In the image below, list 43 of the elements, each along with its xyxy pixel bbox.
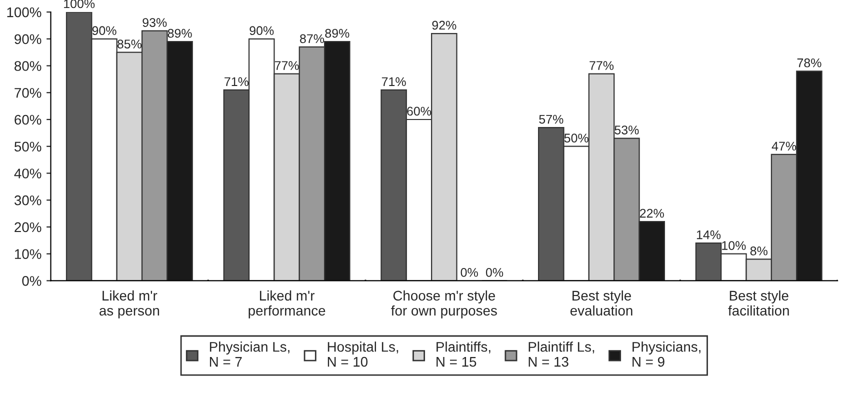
- y-tick-label: 30%: [14, 195, 42, 206]
- y-tick-label: 20%: [14, 222, 42, 232]
- data-label: 89%: [325, 28, 350, 38]
- data-label: 90%: [250, 26, 274, 36]
- y-tick-label: 10%: [14, 249, 42, 259]
- y-tick-label: 60%: [14, 114, 42, 125]
- data-label: 57%: [539, 114, 564, 124]
- data-label: 93%: [142, 18, 167, 27]
- y-tick-label: 0%: [22, 276, 42, 286]
- data-label: 60%: [407, 106, 432, 116]
- legend-label: Hospital Ls, N = 10: [328, 342, 398, 367]
- data-label: 89%: [168, 28, 192, 38]
- data-label: 87%: [300, 34, 324, 44]
- legend-label: Physician Ls, N = 7: [210, 342, 290, 367]
- data-label: 10%: [722, 241, 746, 250]
- data-label: 90%: [92, 26, 116, 36]
- y-tick-label: 100%: [7, 7, 42, 18]
- data-label: 14%: [696, 230, 721, 240]
- data-label: 22%: [640, 208, 664, 218]
- y-tick-label: 80%: [14, 61, 42, 71]
- y-tick-label: 70%: [14, 88, 42, 98]
- data-label: 92%: [432, 20, 456, 30]
- data-label: 8%: [750, 246, 768, 256]
- legend-label: Physicians, N = 9: [632, 342, 700, 367]
- x-tick-label: Best style evaluation: [570, 290, 632, 316]
- data-label: 85%: [117, 40, 142, 48]
- y-tick-label: 40%: [14, 168, 42, 178]
- data-label: 77%: [274, 61, 299, 70]
- legend-label: Plaintiffs, N = 15: [436, 342, 490, 367]
- x-tick-label: Liked m'r performance: [248, 290, 326, 318]
- legend-label: Plaintiff Ls, N = 13: [528, 342, 594, 367]
- data-label: 78%: [797, 58, 822, 68]
- y-tick-label: 90%: [14, 34, 42, 44]
- data-label: 71%: [382, 77, 406, 86]
- x-tick-label: Liked m'r as person: [100, 290, 160, 318]
- data-label: 71%: [224, 77, 249, 86]
- data-label: 77%: [590, 61, 614, 70]
- y-tick-label: 50%: [14, 142, 42, 152]
- data-label: 0%: [460, 268, 478, 277]
- x-tick-label: Best style facilitation: [728, 290, 789, 316]
- x-tick-label: Choose m'r style for own purposes: [391, 290, 497, 318]
- data-label: 53%: [614, 126, 639, 134]
- data-label: 0%: [486, 268, 504, 277]
